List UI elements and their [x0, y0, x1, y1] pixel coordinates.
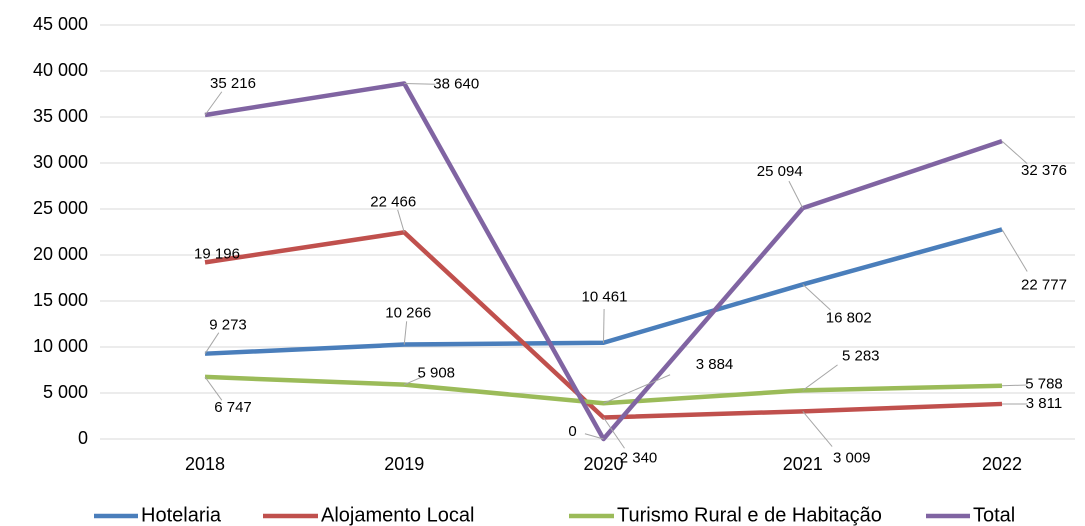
leader-line: [603, 308, 605, 343]
data-label: 0: [568, 423, 576, 440]
y-tick-label: 20 000: [33, 244, 88, 264]
leader-line: [204, 91, 223, 116]
x-tick-label: 2020: [583, 454, 623, 474]
leader-line: [802, 284, 831, 311]
y-tick-label: 25 000: [33, 198, 88, 218]
y-tick-label: 0: [78, 428, 88, 448]
data-label: 10 266: [385, 305, 431, 322]
data-label: 32 376: [1021, 162, 1067, 179]
y-tick-label: 15 000: [33, 290, 88, 310]
legend-label: Hotelaria: [141, 504, 222, 526]
leader-line: [403, 321, 408, 345]
data-label: 22 466: [370, 193, 416, 210]
x-tick-label: 2018: [185, 454, 225, 474]
x-tick-label: 2019: [384, 454, 424, 474]
leader-line: [1001, 229, 1028, 272]
legend-label: Turismo Rural e de Habitação: [617, 504, 882, 526]
data-label: 16 802: [826, 309, 872, 326]
data-label: 9 273: [209, 317, 247, 334]
leader-line: [204, 376, 223, 401]
x-tick-label: 2021: [783, 454, 823, 474]
y-tick-label: 5 000: [43, 382, 88, 402]
leader-line: [397, 209, 405, 233]
leader-line: [404, 83, 436, 85]
data-label: 3 009: [833, 449, 871, 466]
leader-line: [204, 332, 220, 354]
data-label: 3 811: [1026, 395, 1062, 412]
data-label: 5 788: [1025, 376, 1063, 393]
data-label: 35 216: [210, 75, 256, 92]
series-line: [204, 227, 1003, 356]
data-label: 2 340: [620, 449, 658, 466]
leader-line: [584, 433, 604, 440]
y-tick-label: 10 000: [33, 336, 88, 356]
y-tick-label: 45 000: [33, 14, 88, 34]
leader-line: [802, 364, 838, 391]
leader-line: [603, 374, 671, 404]
data-label: 5 283: [842, 347, 880, 364]
leader-line: [404, 375, 424, 386]
data-label: 25 094: [757, 163, 803, 180]
leader-line: [788, 180, 804, 209]
y-tick-label: 30 000: [33, 152, 88, 172]
leader-line: [1001, 384, 1028, 387]
data-label: 10 461: [582, 289, 628, 306]
y-tick-label: 35 000: [33, 106, 88, 126]
data-label: 5 908: [417, 365, 455, 382]
series-line: [204, 374, 1003, 406]
legend-label: Total: [973, 504, 1015, 526]
legend-label: Alojamento Local: [321, 504, 474, 526]
data-label: 3 884: [696, 356, 734, 373]
leader-line: [603, 417, 625, 449]
data-label: 6 747: [214, 399, 252, 416]
x-tick-label: 2022: [982, 454, 1022, 474]
y-tick-label: 40 000: [33, 60, 88, 80]
leader-line: [1001, 140, 1028, 165]
data-label: 22 777: [1021, 276, 1067, 293]
data-label: 38 640: [433, 75, 479, 92]
leader-line: [802, 410, 833, 447]
data-label: 19 196: [194, 245, 240, 262]
